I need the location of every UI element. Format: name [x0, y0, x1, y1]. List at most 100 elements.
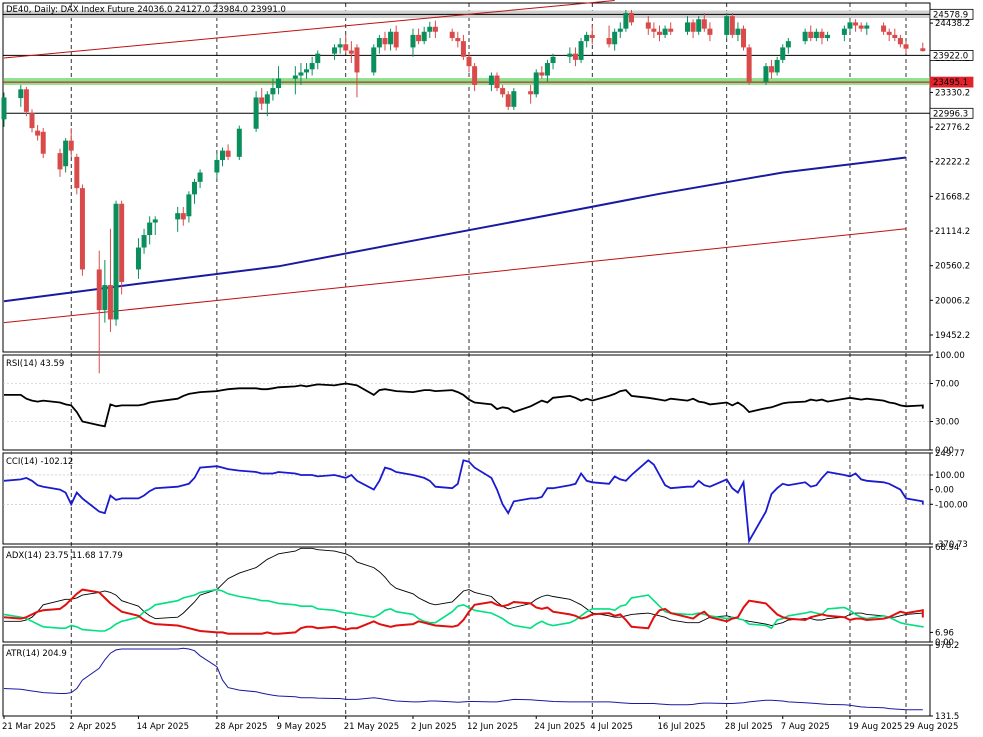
candle	[1, 92, 7, 127]
atr-line	[3, 647, 923, 711]
candle-body	[544, 63, 550, 76]
candle	[309, 56, 315, 76]
candle-body	[847, 22, 853, 29]
candle	[354, 44, 360, 98]
candle	[191, 178, 197, 204]
candle	[785, 38, 791, 54]
candle	[886, 28, 892, 42]
candle-body	[724, 16, 730, 35]
candle-body	[292, 75, 298, 79]
adx-title: ADX(14) 23.75 11.68 17.79	[6, 551, 123, 561]
candle	[606, 25, 612, 48]
candle-body	[79, 188, 85, 270]
candle	[304, 63, 310, 79]
x-tick-label: 7 Aug 2025	[781, 722, 830, 732]
candle	[528, 84, 534, 104]
candle-body	[23, 89, 29, 112]
candle-body	[774, 59, 780, 73]
candle	[662, 25, 668, 39]
x-tick-label: 12 Jun 2025	[467, 722, 518, 732]
cci-tick-label: 0.00	[935, 486, 954, 496]
candle	[68, 128, 74, 157]
candle-body	[74, 156, 80, 189]
candle-body	[897, 38, 903, 45]
candle	[853, 19, 859, 32]
candle	[147, 216, 153, 245]
candle	[180, 206, 186, 226]
candle	[511, 88, 517, 110]
x-tick-label: 2 Jun 2025	[411, 722, 457, 732]
candle-body	[259, 97, 265, 104]
atr-tick-label: 978.2	[935, 641, 959, 651]
cci-tick-label: -370.73	[935, 540, 968, 550]
candle	[79, 184, 85, 276]
candle	[135, 238, 141, 279]
candle	[63, 138, 69, 173]
candle-body	[113, 203, 119, 320]
candle-body	[107, 285, 113, 320]
candle	[847, 19, 853, 32]
candle	[270, 78, 276, 101]
cci-tick-label: 249.77	[935, 449, 965, 459]
candle-body	[567, 53, 573, 57]
candle	[769, 59, 775, 79]
adx-line	[4, 547, 924, 626]
cci-line	[3, 459, 924, 544]
candle	[533, 69, 539, 98]
candle	[612, 28, 618, 51]
candle-body	[421, 31, 427, 42]
rsi-tick-label: 30.00	[935, 418, 959, 428]
candle	[236, 125, 242, 160]
candle-body	[180, 213, 186, 220]
candle	[253, 91, 259, 132]
candle-body	[505, 94, 511, 107]
rsi-line	[4, 382, 924, 428]
price-tick-label: 19452.2	[935, 331, 970, 341]
x-tick-label: 9 May 2025	[277, 722, 327, 732]
candle-body	[270, 88, 276, 95]
candle	[315, 50, 321, 70]
candle	[701, 13, 707, 32]
candle	[214, 153, 220, 179]
rsi-title: RSI(14) 43.59	[6, 359, 64, 369]
candle	[393, 25, 399, 51]
candle	[841, 25, 847, 42]
candle	[488, 72, 494, 92]
price-tick-label: 24438.2	[935, 19, 970, 29]
candle-body	[802, 31, 808, 42]
candle	[466, 53, 472, 73]
adx-tick-label: 0.00	[935, 638, 954, 648]
adx-tick-label: 6.96	[935, 628, 954, 638]
candle-body	[388, 31, 394, 45]
candle	[864, 22, 870, 35]
candle	[881, 22, 887, 35]
candle-body	[662, 28, 668, 35]
candle-body	[147, 222, 153, 236]
candle-body	[253, 97, 259, 129]
candle	[645, 16, 651, 35]
candle-body	[892, 34, 898, 39]
moving-average-line	[3, 156, 907, 303]
candle	[500, 84, 506, 98]
candle-body	[612, 31, 618, 45]
candle	[18, 84, 24, 107]
candle-body	[668, 28, 674, 32]
candle	[763, 63, 769, 85]
candle	[808, 25, 814, 42]
candle-body	[785, 41, 791, 48]
candle	[707, 22, 713, 42]
candle	[741, 25, 747, 51]
x-tick-label: 4 Jul 2025	[590, 722, 633, 732]
candle-body	[416, 34, 422, 42]
candle-body	[886, 31, 892, 35]
candle	[57, 148, 63, 177]
candle	[219, 147, 225, 167]
candle	[427, 21, 433, 39]
candle-body	[623, 13, 629, 29]
candle	[628, 9, 634, 26]
candle-body	[432, 26, 438, 32]
candle	[825, 31, 831, 42]
candle	[119, 200, 125, 295]
candle	[505, 91, 511, 110]
